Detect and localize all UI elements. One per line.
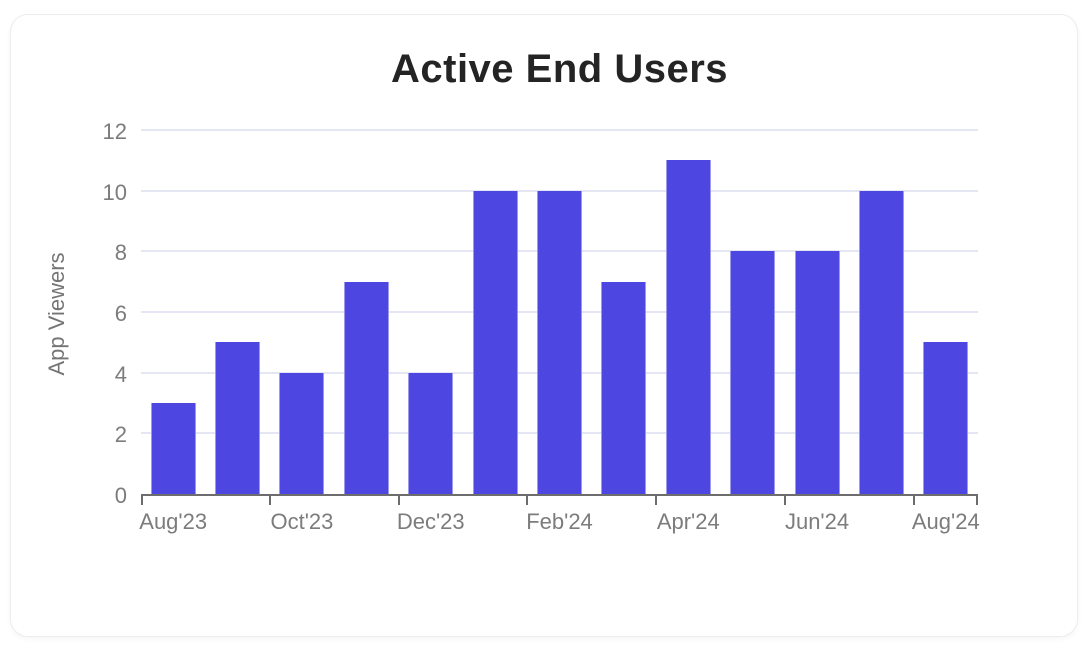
bar-Jan'24[interactable] xyxy=(472,190,518,494)
chart-card: Active End Users App Viewers 0 2 4 6 8 10 12 Au… xyxy=(10,14,1078,637)
x-tick xyxy=(526,496,529,505)
chart-title: Active End Users xyxy=(390,47,729,91)
bar-Apr'24[interactable] xyxy=(665,160,711,494)
x-tick-label: Dec'23 xyxy=(396,509,465,534)
y-tick-label: 4 xyxy=(114,361,127,387)
x-tick xyxy=(397,496,400,505)
y-tick-label: 10 xyxy=(102,179,127,205)
y-axis-title: App Viewers xyxy=(44,252,69,376)
gridline xyxy=(141,129,978,131)
y-tick-label: 6 xyxy=(114,301,127,326)
bar-Mar'24[interactable] xyxy=(601,281,647,494)
x-tick-label: Oct'23 xyxy=(270,509,334,534)
x-tick xyxy=(976,496,978,505)
x-tick xyxy=(141,496,143,505)
x-tick-label: Aug'24 xyxy=(911,509,980,534)
y-tick-label: 2 xyxy=(114,422,127,448)
bar-Dec'23[interactable] xyxy=(408,372,454,494)
bar-Aug'23[interactable] xyxy=(150,403,196,494)
plot-area: 0 2 4 6 8 10 12 Aug'23 Oct'23 Dec'23 Feb'24 Apr'24 J… xyxy=(103,119,980,534)
bar-Aug'24[interactable] xyxy=(923,342,969,494)
x-tick xyxy=(783,496,786,505)
x-tick-label: Aug'23 xyxy=(139,509,208,534)
bar-Jul'24[interactable] xyxy=(858,190,904,494)
x-tick xyxy=(912,496,915,505)
bar-Oct'23[interactable] xyxy=(279,372,325,494)
y-tick-label: 12 xyxy=(102,119,127,144)
bar-Jun'24[interactable] xyxy=(794,251,840,494)
x-tick xyxy=(268,496,271,505)
x-tick-label: Jun'24 xyxy=(784,509,850,534)
bar-May'24[interactable] xyxy=(730,251,776,494)
bar-Feb'24[interactable] xyxy=(537,190,582,494)
x-tick-label: Apr'24 xyxy=(656,509,720,534)
bar-Nov'23[interactable] xyxy=(343,281,389,494)
x-tick xyxy=(655,496,658,505)
y-tick-label: 0 xyxy=(114,483,127,508)
y-tick-label: 8 xyxy=(114,240,127,266)
x-tick-label: Feb'24 xyxy=(526,509,593,534)
bar-Sep'23[interactable] xyxy=(215,342,261,494)
